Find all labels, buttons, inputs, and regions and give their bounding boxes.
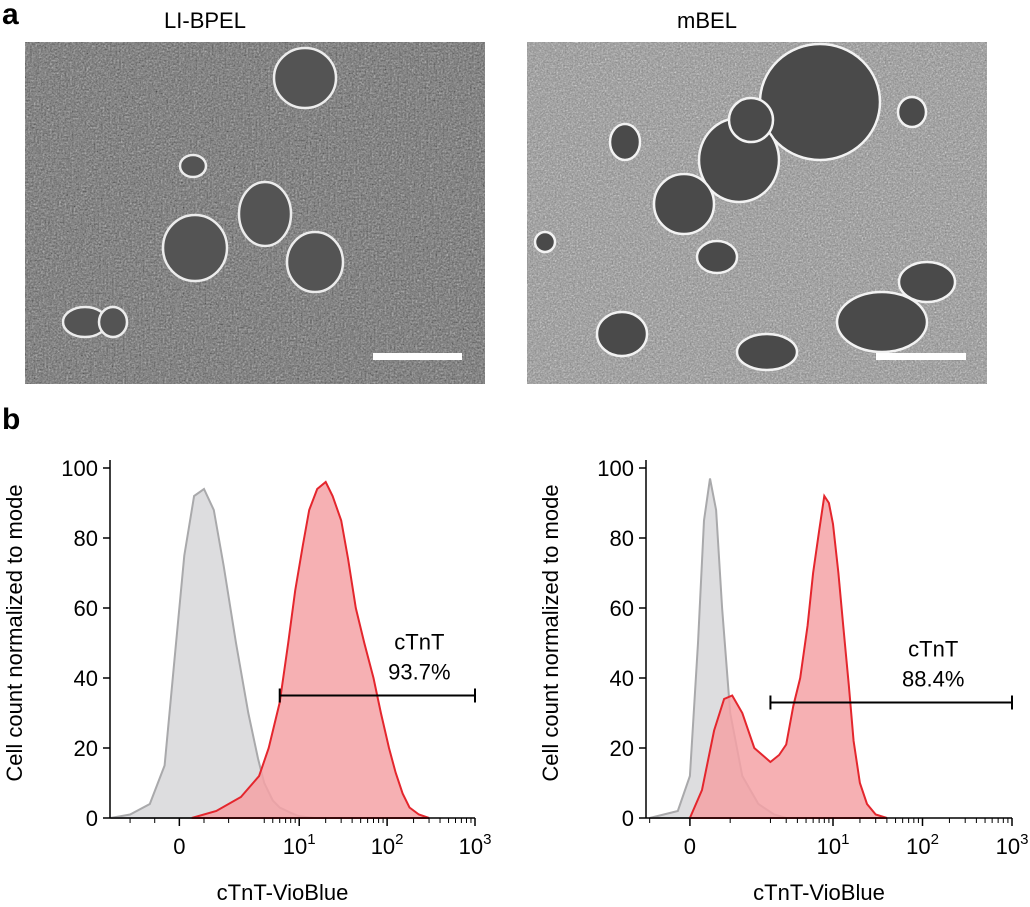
colony bbox=[533, 42, 957, 372]
y-tick-label: 20 bbox=[74, 736, 98, 761]
y-tick-label: 40 bbox=[74, 666, 98, 691]
y-tick-label: 80 bbox=[74, 526, 98, 551]
x-tick-label: 102 bbox=[906, 831, 939, 859]
x-axis-label: cTnT-VioBlue bbox=[753, 880, 885, 905]
gate-percent: 88.4% bbox=[902, 667, 964, 692]
panel-a-letter: a bbox=[2, 0, 19, 31]
series-ctnt-area bbox=[688, 493, 888, 819]
x-axis-label: cTnT-VioBlue bbox=[217, 880, 349, 905]
gate-percent: 93.7% bbox=[388, 660, 450, 685]
y-axis-label: Cell count normalized to mode bbox=[2, 484, 27, 781]
scale-bar bbox=[876, 353, 966, 360]
y-axis-label: Cell count normalized to mode bbox=[538, 484, 563, 781]
x-tick-label: 101 bbox=[283, 831, 316, 859]
x-tick-label: 0 bbox=[684, 834, 696, 859]
micrograph-li-bpel bbox=[25, 42, 485, 384]
histogram-li-bpel: 0 20 40 60 80 100 0 101 102 103 cTnT 93.7% cTnT-VioB… bbox=[2, 456, 491, 905]
y-tick-label: 60 bbox=[610, 596, 634, 621]
y-tick-label: 40 bbox=[610, 666, 634, 691]
panel-b-letter: b bbox=[2, 403, 21, 436]
colony bbox=[61, 46, 345, 339]
image-title-li-bpel: LI-BPEL bbox=[164, 8, 246, 33]
histogram-mbel: 0 20 40 60 80 100 0 101 102 103 cTnT 88.4% cTnT-VioB… bbox=[538, 456, 1028, 905]
series-ctnt-area bbox=[191, 480, 430, 819]
x-tick-label: 103 bbox=[996, 831, 1029, 859]
x-tick-label: 103 bbox=[459, 831, 492, 859]
micrograph-mbel bbox=[527, 42, 987, 384]
gate-label: cTnT bbox=[394, 630, 444, 655]
y-tick-label: 100 bbox=[597, 456, 634, 481]
scale-bar bbox=[373, 353, 462, 360]
gate-label: cTnT bbox=[908, 637, 958, 662]
x-tick-label: 101 bbox=[817, 831, 850, 859]
y-tick-label: 80 bbox=[610, 526, 634, 551]
x-tick-label: 102 bbox=[371, 831, 404, 859]
y-tick-label: 0 bbox=[622, 806, 634, 831]
y-tick-label: 20 bbox=[610, 736, 634, 761]
y-tick-label: 60 bbox=[74, 596, 98, 621]
x-tick-label: 0 bbox=[173, 834, 185, 859]
y-tick-label: 100 bbox=[61, 456, 98, 481]
image-title-mbel: mBEL bbox=[677, 8, 737, 33]
y-tick-label: 0 bbox=[86, 806, 98, 831]
